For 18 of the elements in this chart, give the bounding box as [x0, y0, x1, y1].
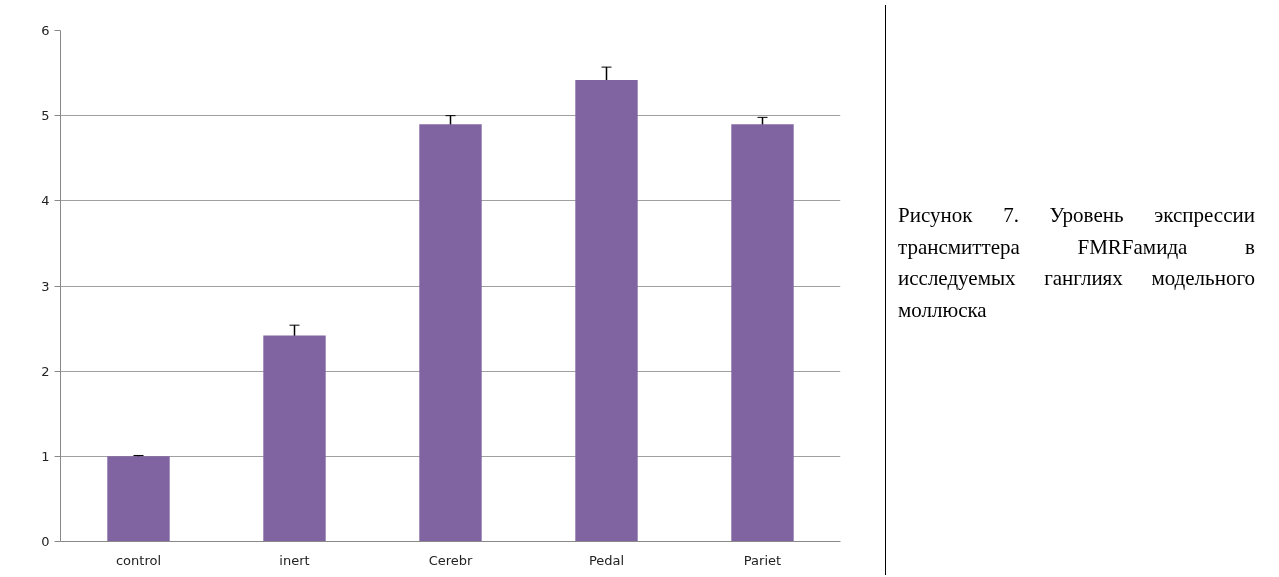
y-tick-label: 2 — [41, 363, 50, 379]
bar — [575, 79, 638, 542]
bar — [731, 124, 794, 542]
y-tick-label: 6 — [41, 23, 50, 38]
x-tick-label: Pedal — [588, 552, 625, 568]
y-tick-label: 1 — [41, 448, 50, 464]
x-tick-label: Cerebr — [428, 552, 474, 568]
bar — [263, 335, 326, 542]
text: Рисунок 7. Уровень экспрессии трансмиттера FMRFамида в исследуемых ганглиях модельного моллюска — [898, 202, 1255, 324]
x-tick-label: control — [115, 552, 162, 568]
y-tick-label: 4 — [41, 193, 50, 209]
y-tick-label: 0 — [41, 534, 50, 549]
x-tick-label: Pariet — [743, 552, 782, 568]
y-tick-label: 3 — [41, 278, 50, 294]
bar — [107, 456, 170, 542]
x-tick-label: inert — [279, 552, 310, 568]
y-tick-label: 5 — [41, 108, 50, 124]
bar — [419, 124, 482, 542]
